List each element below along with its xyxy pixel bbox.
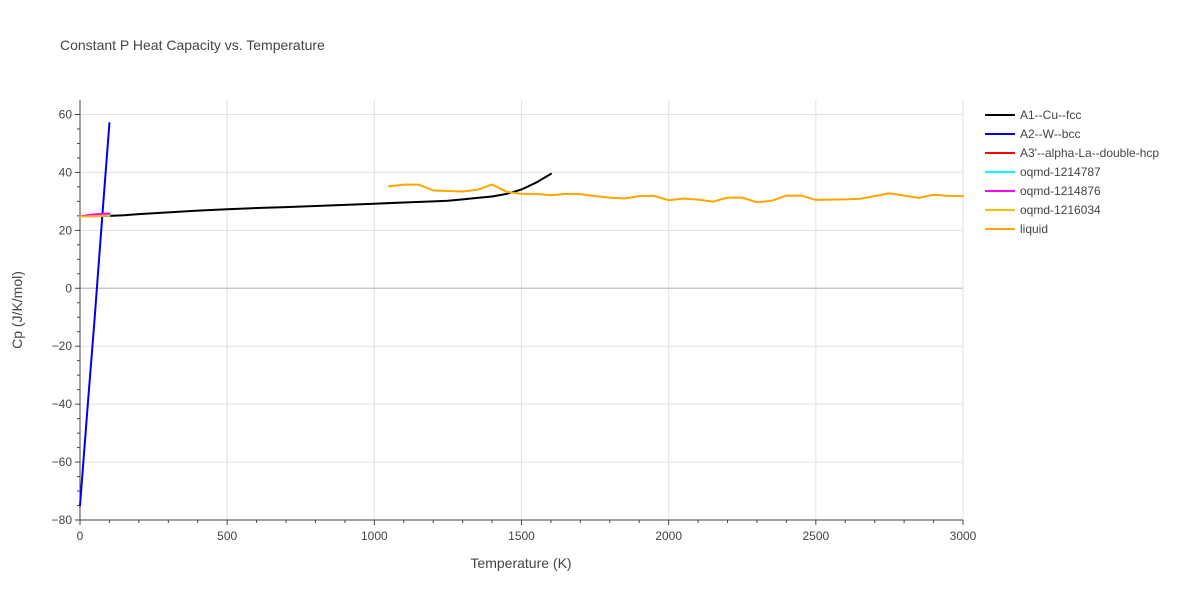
y-tick-label: 0 [65,281,72,295]
x-tick-label: 1500 [508,529,535,543]
legend-item-0[interactable]: A1--Cu--fcc [1020,108,1081,122]
x-tick-label: 3000 [950,529,977,543]
y-tick-label: 60 [59,107,73,121]
y-tick-label: −60 [52,455,73,469]
legend: A1--Cu--fcc A2--W--bcc A3'--alpha-La--doub… [985,108,1159,236]
x-tick-label: 2500 [802,529,829,543]
x-tick-label: 0 [77,529,84,543]
series-line-1 [79,122,111,507]
axes [75,100,964,525]
legend-item-2[interactable]: A3'--alpha-La--double-hcp [1020,146,1159,160]
series-line-6 [388,183,964,204]
tick-labels: 0 500 1000 1500 2000 2500 3000 −80 −60 −40 −20 0 20 4… [52,107,977,543]
series-lines [79,122,964,507]
x-tick-label: 500 [217,529,237,543]
x-tick-label: 1000 [361,529,388,543]
series-line-5 [79,214,111,218]
y-tick-label: 40 [59,165,73,179]
grid-lines [80,100,964,521]
legend-item-3[interactable]: oqmd-1214787 [1020,165,1101,179]
y-tick-label: −40 [52,397,73,411]
y-tick-label: 20 [59,223,73,237]
chart-title: Constant P Heat Capacity vs. Temperature [60,37,325,53]
x-axis-title: Temperature (K) [470,555,571,571]
y-tick-label: −20 [52,339,73,353]
legend-item-1[interactable]: A2--W--bcc [1020,127,1080,141]
legend-item-5[interactable]: oqmd-1216034 [1020,203,1101,217]
x-tick-label: 2000 [655,529,682,543]
y-tick-label: −80 [52,513,73,527]
legend-item-6[interactable]: liquid [1020,222,1048,236]
legend-item-4[interactable]: oqmd-1214876 [1020,184,1101,198]
series-line-0 [79,172,552,218]
y-axis-title: Cp (J/K/mol) [9,271,25,349]
